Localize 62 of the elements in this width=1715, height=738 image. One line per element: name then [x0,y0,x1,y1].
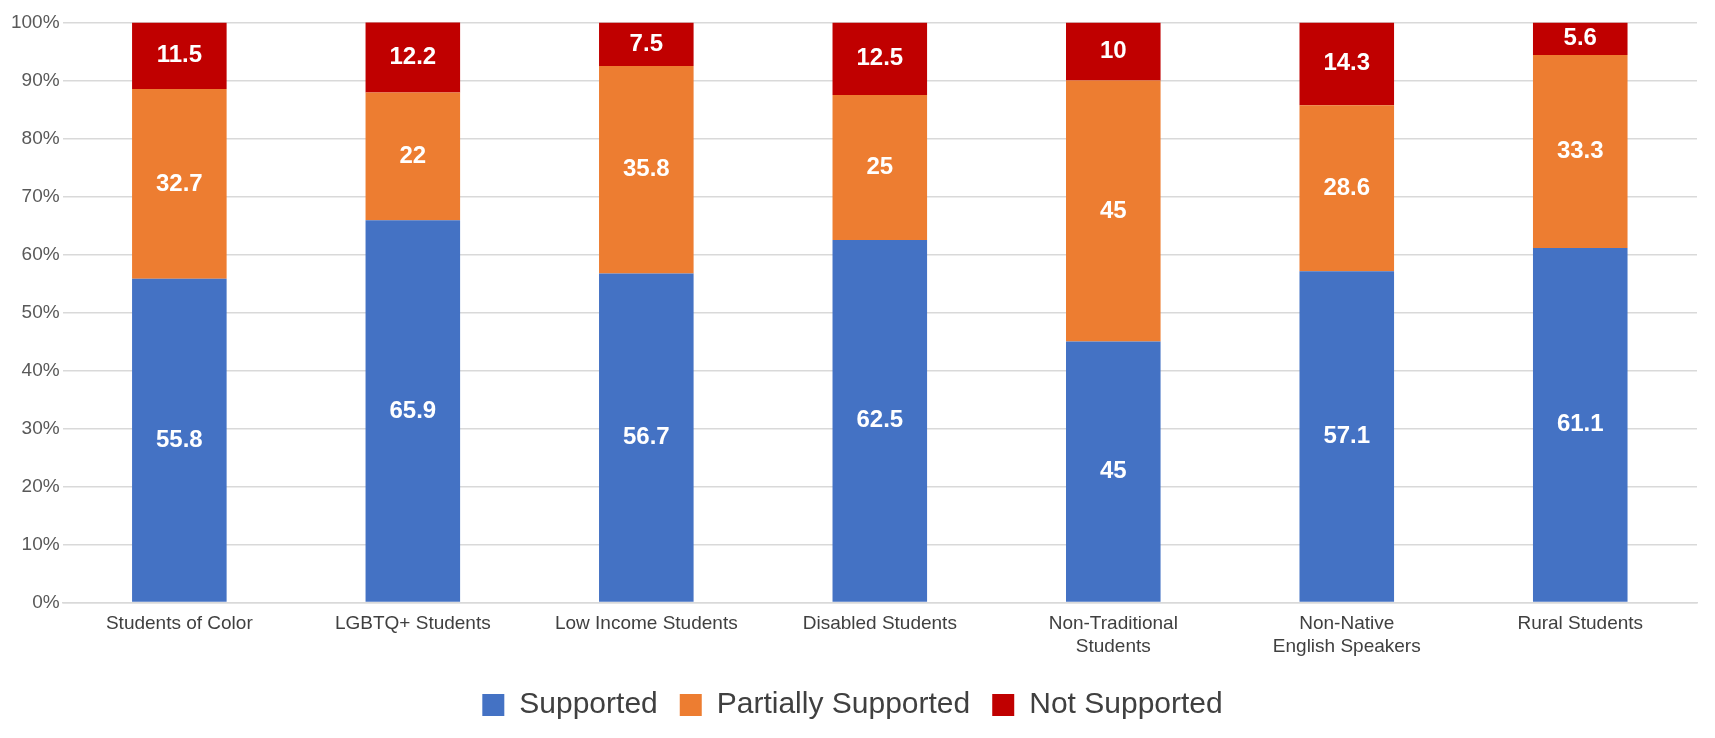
bar [1532,54,1628,249]
bar [832,94,928,240]
x-tick-label: Low Income Students [554,612,738,634]
data-label: 65.9 [389,395,437,423]
data-label: 12.5 [856,43,904,71]
data-label: 55.8 [155,424,203,452]
data-label: 62.5 [856,405,904,433]
legend-label: Partially Supported [716,686,971,720]
data-label: 12.2 [389,41,437,69]
bar [599,65,694,274]
bar [1066,341,1161,602]
data-label: 28.6 [1323,172,1371,200]
y-tick-label: 0% [32,590,60,612]
data-label: 32.7 [155,168,203,196]
bar [365,92,461,221]
y-tick-label: 10% [21,532,60,554]
y-tick-label: 50% [21,300,60,322]
x-tick-label: LGBTQ+ Students [334,612,491,634]
bar [832,22,928,95]
data-label: 22 [399,141,427,169]
x-tick-label: Non-Traditional Students [1048,612,1178,656]
y-tick-label: 80% [21,126,60,148]
bar [1299,22,1395,106]
data-label: 61.1 [1556,409,1604,437]
bar [1066,22,1161,81]
y-tick-label: 60% [21,242,60,264]
x-tick-label: Rural Students [1517,612,1644,634]
data-label: 10 [1099,36,1127,64]
y-tick-label: 70% [21,184,60,206]
data-label: 45 [1099,195,1127,223]
data-label: 7.5 [629,28,663,56]
x-tick-label: Non-Native English Speakers [1272,612,1421,656]
bar [832,239,928,602]
legend-label: Supported [519,686,658,720]
bar [132,22,227,90]
bar [1299,105,1395,272]
data-label: 11.5 [156,40,203,68]
y-tick-label: 30% [21,416,60,438]
data-label: 45 [1099,456,1127,484]
data-label: 56.7 [622,422,670,450]
data-label: 35.8 [622,154,670,182]
bar [365,22,461,93]
data-label: 57.1 [1323,421,1371,449]
bar [132,278,227,602]
data-label: 25 [866,152,894,180]
y-tick-label: 40% [21,358,60,380]
bar [1532,248,1628,602]
data-label: 14.3 [1323,48,1371,76]
y-tick-label: 100% [10,10,60,32]
y-tick-label: 90% [21,68,60,90]
data-label: 5.6 [1563,23,1597,51]
bar [599,273,694,602]
bar [599,22,694,66]
x-tick-label: Students of Color [105,612,254,634]
x-tick-label: Disabled Students [802,612,957,634]
data-label: 33.3 [1556,136,1604,164]
bar [132,89,227,279]
bar [1066,80,1161,342]
bar [365,220,461,602]
y-tick-label: 20% [21,474,60,496]
bar [1299,271,1395,602]
legend-label: Not Supported [1029,686,1223,720]
